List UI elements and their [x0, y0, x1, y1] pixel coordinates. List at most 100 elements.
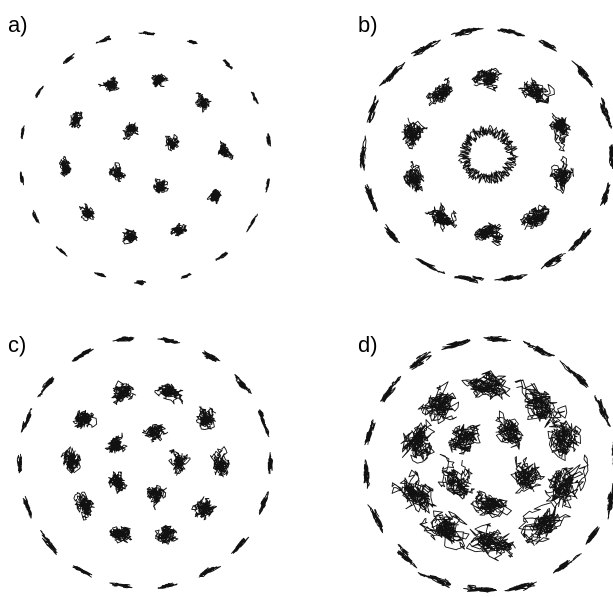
middle-ring-trajectory: [419, 510, 470, 551]
middle-ring-trajectory: [195, 406, 217, 430]
outer-ring-trajectory: [258, 491, 269, 515]
outer-ring-trajectory: [504, 581, 537, 592]
outer-ring-trajectory: [95, 35, 112, 44]
panel-a: a): [8, 12, 272, 286]
inner-ring-trajectory: [457, 124, 519, 185]
outer-ring-trajectory: [246, 213, 258, 233]
middle-ring-trajectory: [68, 111, 83, 129]
panel-b-label: b): [358, 12, 378, 37]
outer-ring-trajectory: [409, 351, 432, 370]
outer-ring-trajectory: [22, 495, 33, 519]
middle-ring-trajectory: [474, 222, 504, 247]
outer-ring-trajectory: [138, 31, 156, 36]
middle-ring-trajectory: [60, 446, 82, 474]
outer-ring-trajectory: [133, 280, 147, 286]
middle-ring-trajectory: [154, 524, 179, 545]
middle-ring-trajectory: [195, 92, 212, 113]
outer-ring-trajectory: [396, 543, 418, 569]
panel-d: d): [358, 332, 613, 593]
outer-ring-trajectory: [483, 336, 512, 343]
outer-ring-trajectory: [441, 338, 471, 351]
outer-ring-trajectory: [607, 483, 613, 520]
middle-ring-trajectory: [520, 204, 550, 231]
inner-ring-trajectory: [146, 484, 167, 511]
panel-b-trajectories: [359, 27, 613, 284]
middle-ring-trajectory: [544, 454, 589, 509]
middle-ring-trajectory: [206, 188, 222, 205]
outer-ring-trajectory: [19, 171, 25, 186]
outer-ring-trajectory: [62, 52, 75, 65]
inner-ring-trajectory: [165, 134, 180, 152]
outer-ring-trajectory: [359, 135, 367, 171]
outer-ring-trajectory: [35, 85, 44, 99]
panel-c-label: c): [8, 332, 26, 357]
outer-ring-trajectory: [94, 272, 107, 278]
outer-ring-trajectory: [494, 274, 528, 282]
outer-ring-trajectory: [454, 275, 485, 284]
outer-ring-trajectory: [222, 59, 233, 70]
outer-ring-trajectory: [384, 223, 401, 244]
outer-ring-trajectory: [600, 182, 611, 206]
outer-ring-trajectory: [568, 227, 592, 252]
outer-ring-trajectory: [538, 39, 558, 52]
inner-ring-trajectory: [510, 456, 545, 494]
middle-ring-trajectory: [58, 155, 72, 177]
outer-ring-trajectory: [72, 565, 93, 578]
inner-ring-trajectory: [153, 178, 169, 194]
outer-ring-trajectory: [363, 459, 370, 489]
outer-ring-trajectory: [366, 95, 379, 124]
middle-ring-trajectory: [403, 160, 425, 193]
outer-ring-trajectory: [378, 61, 406, 87]
inner-ring-trajectory: [108, 162, 127, 183]
inner-ring-trajectory: [437, 453, 475, 500]
inner-ring-trajectory: [168, 449, 191, 476]
inner-ring-trajectory: [104, 432, 128, 454]
outer-ring-trajectory: [250, 91, 259, 105]
outer-ring-trajectory: [109, 582, 133, 589]
middle-ring-trajectory: [79, 203, 95, 222]
inner-ring-trajectory: [448, 423, 481, 455]
middle-ring-trajectory: [191, 496, 218, 521]
middle-ring-trajectory: [391, 469, 437, 514]
outer-ring-trajectory: [157, 337, 181, 344]
outer-ring-trajectory: [450, 27, 484, 37]
middle-ring-trajectory: [417, 381, 460, 425]
middle-ring-trajectory: [122, 228, 138, 245]
middle-ring-trajectory: [544, 415, 582, 462]
outer-ring-trajectory: [364, 419, 376, 446]
outer-ring-trajectory: [234, 374, 252, 394]
outer-ring-trajectory: [180, 272, 192, 279]
outer-ring-trajectory: [112, 336, 135, 342]
middle-ring-trajectory: [424, 202, 458, 232]
outer-ring-trajectory: [364, 183, 378, 213]
outer-ring-trajectory: [552, 553, 582, 574]
middle-ring-trajectory: [461, 370, 511, 400]
middle-ring-trajectory: [549, 155, 575, 194]
middle-ring-trajectory: [548, 112, 571, 152]
middle-ring-trajectory: [518, 502, 571, 546]
middle-ring-trajectory: [170, 222, 188, 237]
outer-ring-trajectory: [497, 28, 526, 37]
outer-ring-trajectory: [267, 452, 274, 475]
middle-ring-trajectory: [518, 77, 555, 104]
outer-ring-trajectory: [202, 350, 221, 363]
outer-ring-trajectory: [20, 408, 33, 433]
outer-ring-trajectory: [410, 39, 441, 57]
outer-ring-trajectory: [367, 504, 384, 534]
middle-ring-trajectory: [111, 380, 137, 405]
panel-c-trajectories: [16, 336, 274, 589]
outer-ring-trajectory: [522, 340, 555, 357]
outer-ring-trajectory: [55, 246, 68, 257]
outer-ring-trajectory: [600, 97, 613, 129]
middle-ring-trajectory: [514, 379, 568, 425]
outer-ring-trajectory: [16, 453, 23, 474]
outer-ring-trajectory: [559, 360, 589, 388]
outer-ring-trajectory: [32, 210, 40, 224]
panel-d-label: d): [358, 332, 378, 357]
middle-ring-trajectory: [400, 419, 436, 464]
panel-d-trajectories: [363, 336, 613, 593]
outer-ring-trajectory: [608, 144, 613, 170]
middle-ring-trajectory: [217, 140, 234, 161]
